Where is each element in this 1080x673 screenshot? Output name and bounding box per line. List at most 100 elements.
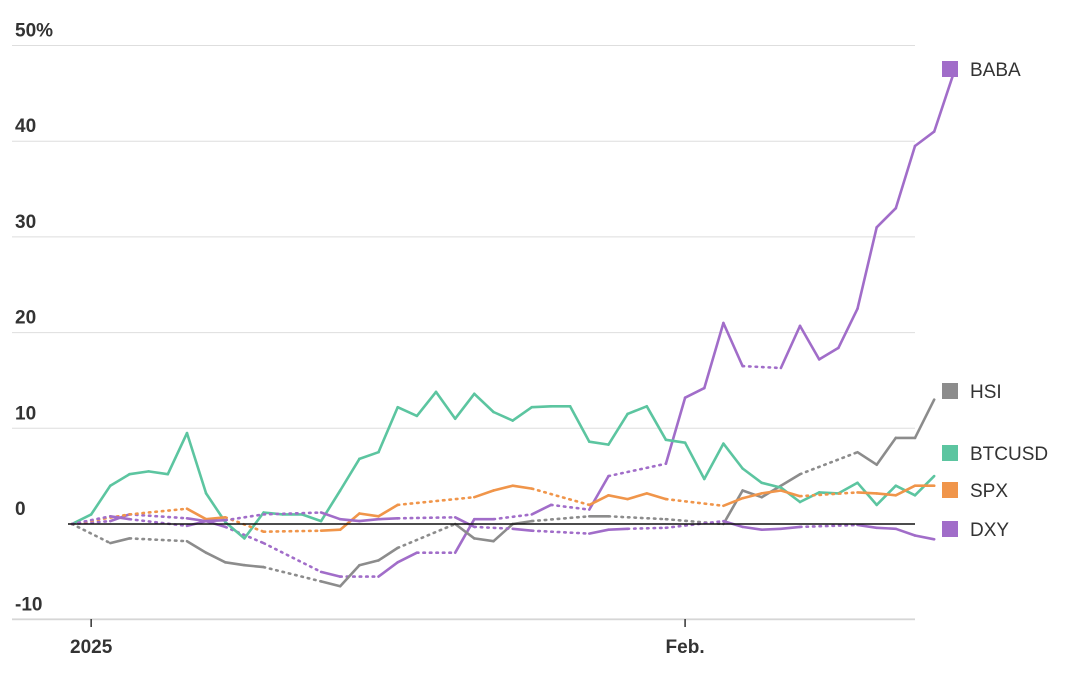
series-segment xyxy=(338,457,361,492)
series-segment xyxy=(798,491,859,498)
series-segment xyxy=(377,546,400,562)
series-segment xyxy=(453,392,476,421)
series-segment xyxy=(741,364,783,370)
legend-swatch xyxy=(942,61,958,77)
series-segment xyxy=(645,404,668,442)
series-segment xyxy=(89,484,112,516)
legend-swatch xyxy=(942,521,958,537)
series-segment xyxy=(511,405,534,422)
series-segment xyxy=(779,486,802,504)
series-segment xyxy=(722,321,744,368)
series-segment xyxy=(358,517,380,523)
series-segment xyxy=(549,503,591,511)
legend-item-dxy: DXY xyxy=(942,520,1009,541)
series-segment xyxy=(856,226,879,311)
series-segment xyxy=(722,496,744,508)
series-segment xyxy=(683,441,706,481)
series-segment xyxy=(837,481,859,495)
series-segment xyxy=(492,484,515,492)
series-segment xyxy=(530,404,553,409)
series-segment xyxy=(587,528,610,535)
series-segment xyxy=(472,525,515,531)
series-segment xyxy=(587,440,610,446)
series-segment xyxy=(856,491,879,495)
series-segment xyxy=(396,551,419,564)
series-segment xyxy=(760,489,783,495)
series-segment xyxy=(147,470,170,476)
series-segment xyxy=(358,559,380,567)
y-tick-label: 0 xyxy=(15,499,26,520)
series-segment xyxy=(760,527,783,532)
series-segment xyxy=(396,495,476,507)
series-segment xyxy=(70,513,93,526)
x-tick-label: Feb. xyxy=(666,637,705,658)
series-segment xyxy=(779,525,802,531)
series-segment xyxy=(492,513,534,521)
series-segment xyxy=(262,565,323,583)
series-segment xyxy=(607,462,668,478)
series-segment xyxy=(530,487,591,507)
legend-item-baba: BABA xyxy=(942,60,1021,81)
legend-swatch xyxy=(942,482,958,498)
y-tick-label: 10 xyxy=(15,403,36,424)
series-segment xyxy=(817,491,840,495)
series-segment xyxy=(300,513,323,523)
series-segment xyxy=(262,511,285,516)
series-segment xyxy=(856,523,879,530)
y-axis-tick-labels: -10 0 10 20 30 40 50% xyxy=(15,21,53,616)
series-segment xyxy=(779,324,802,370)
series-segment xyxy=(415,390,438,418)
series-segment xyxy=(338,512,361,532)
series-segment xyxy=(128,470,150,476)
series-segment xyxy=(434,390,457,421)
series-segment xyxy=(128,517,189,528)
series-segment xyxy=(224,520,246,540)
series-segment xyxy=(798,324,821,361)
y-tick-label: 50% xyxy=(15,21,53,42)
series-segment xyxy=(109,514,131,521)
y-tick-label: 40 xyxy=(15,116,36,137)
series-segment xyxy=(396,522,457,550)
series-segment xyxy=(319,570,342,578)
series-segment xyxy=(453,522,476,540)
y-tick-label: -10 xyxy=(15,595,42,616)
series-segment xyxy=(492,522,515,543)
legend: BABA HSI BTCUSD SPX DXY xyxy=(942,60,1048,541)
series-segment xyxy=(453,515,476,529)
series-segment xyxy=(472,537,495,543)
series-segment xyxy=(798,491,821,504)
series-segment xyxy=(875,206,898,229)
series-segment xyxy=(224,525,265,545)
series-segment xyxy=(262,529,323,534)
series-segment xyxy=(837,307,859,350)
series-segment xyxy=(185,431,208,495)
series-segment xyxy=(319,528,342,533)
series-segment xyxy=(607,412,629,446)
series-spx xyxy=(70,484,936,534)
series-segment xyxy=(128,513,189,520)
series-segment xyxy=(626,492,649,501)
series-segment xyxy=(128,537,189,543)
series-segment xyxy=(204,518,227,523)
series-segment xyxy=(243,563,265,569)
series-segment xyxy=(702,321,725,390)
series-segment xyxy=(779,489,802,498)
series-segment xyxy=(702,442,725,481)
series-segment xyxy=(262,541,323,574)
legend-swatch xyxy=(942,383,958,399)
y-tick-label: 30 xyxy=(15,212,36,233)
legend-label: SPX xyxy=(970,481,1008,502)
series-segment xyxy=(358,450,380,461)
series-baba xyxy=(70,72,955,578)
y-tick-label: 20 xyxy=(15,308,36,329)
series-segment xyxy=(587,493,610,507)
series-segment xyxy=(166,431,189,476)
legend-item-spx: SPX xyxy=(942,481,1008,502)
series-segment xyxy=(894,527,917,537)
series-hsi xyxy=(70,398,936,588)
series-segment xyxy=(338,563,361,588)
series-segment xyxy=(377,405,400,454)
series-segment xyxy=(396,405,419,418)
legend-swatch xyxy=(942,445,958,461)
series-segment xyxy=(913,398,936,440)
